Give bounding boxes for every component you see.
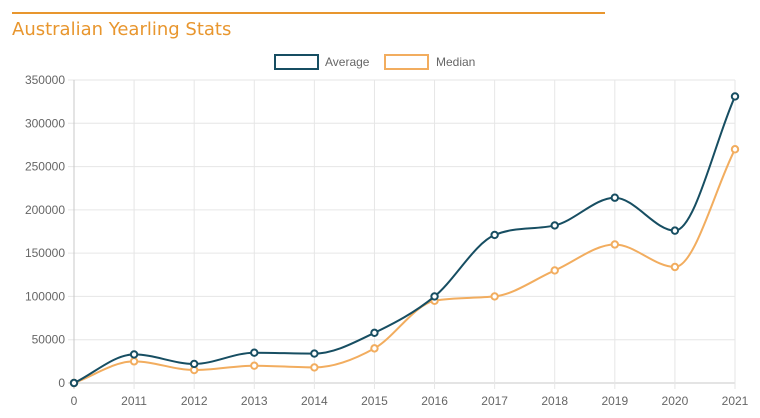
median-point [670,262,680,272]
average-point [310,349,319,358]
chart-axes: 0 50000 100000 150000 200000 250000 300000 3500… [25,73,749,408]
y-tick-label: 100000 [25,289,65,303]
y-tick-label: 350000 [25,73,65,87]
x-tick-label: 2019 [601,394,628,408]
x-tick-label: 2014 [301,394,328,408]
average-point [129,350,139,359]
average-point [610,193,620,202]
average-point [370,328,379,337]
chart-grid [68,79,736,389]
x-tick-label: 2021 [722,394,749,408]
chart-legend: Average Median [274,54,475,70]
median-point [250,361,259,370]
median-point [490,292,499,301]
average-point [490,230,499,240]
x-tick-label: 2015 [361,394,388,408]
average-point [250,348,259,357]
legend-label-average: Average [325,55,370,69]
median-point [370,344,379,353]
median-point [310,363,319,372]
y-tick-label: 300000 [25,116,65,130]
x-tick-label: 0 [71,394,78,408]
average-point [670,226,680,235]
y-tick-label: 150000 [25,246,65,260]
legend-swatch-median [384,54,429,70]
x-tick-label: 2016 [421,394,448,408]
average-point [189,359,199,369]
chart-series [69,92,740,388]
average-point [430,292,439,301]
median-point [730,145,740,154]
median-line [73,148,736,384]
y-tick-label: 50000 [32,333,66,347]
y-tick-label: 0 [58,376,65,390]
average-point [69,378,79,388]
x-tick-label: 2013 [241,394,268,408]
average-point [550,221,559,230]
average-point [730,92,740,101]
legend-swatch-average [274,54,319,70]
median-point [610,240,620,249]
x-tick-label: 2017 [481,394,508,408]
median-point [550,266,559,275]
x-tick-label: 2011 [121,394,147,408]
x-tick-label: 2012 [181,394,208,408]
y-tick-label: 200000 [25,203,65,217]
y-tick-label: 250000 [25,160,65,174]
legend-label-median: Median [436,55,475,69]
median-point [129,357,139,366]
x-tick-label: 2020 [662,394,689,408]
x-tick-label: 2018 [541,394,568,408]
header-rule [12,12,605,14]
page-title: Australian Yearling Stats [12,19,232,40]
